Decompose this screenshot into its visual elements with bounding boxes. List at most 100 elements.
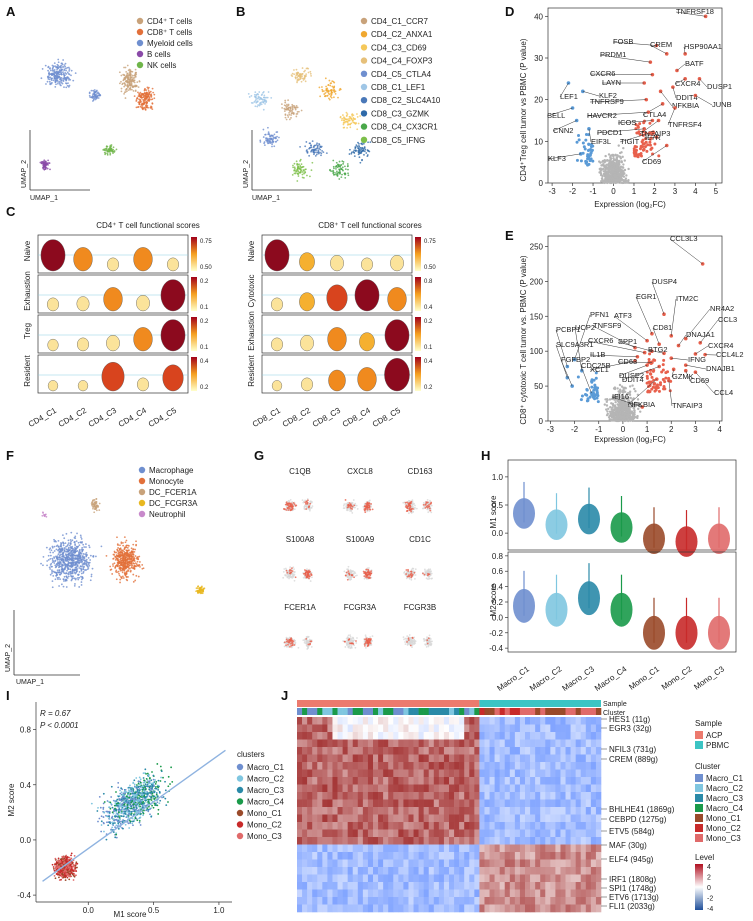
umap-point — [133, 565, 135, 568]
umap-point — [47, 77, 50, 80]
feature-point — [421, 507, 424, 510]
volcano-point — [606, 410, 609, 413]
umap-point — [268, 137, 271, 140]
umap-point — [53, 556, 55, 558]
row-label-left: Treg — [23, 323, 32, 339]
umap-point — [289, 106, 292, 109]
umap-point — [265, 96, 268, 99]
umap-point — [324, 77, 327, 80]
volcano-point-up — [645, 374, 649, 378]
volcano-point — [617, 155, 621, 158]
umap-point — [131, 564, 134, 567]
volcano-point-up — [653, 382, 657, 386]
umap-point — [337, 96, 339, 99]
label-leader — [699, 78, 708, 88]
umap-point — [126, 72, 129, 75]
umap-point — [201, 592, 204, 595]
umap-point — [85, 562, 88, 565]
volcano-point — [613, 163, 616, 166]
umap-point — [88, 94, 91, 97]
umap-point — [69, 570, 72, 573]
umap-point — [89, 96, 92, 99]
umap-point — [95, 90, 98, 93]
umap-point — [95, 93, 97, 96]
umap-point — [310, 149, 313, 152]
umap-point — [68, 69, 71, 72]
volcano-point — [600, 177, 604, 180]
gene-label: SLC9A3R1 — [556, 340, 594, 349]
volcano-point-up — [646, 390, 650, 394]
umap-point — [74, 548, 77, 551]
umap-point — [136, 97, 139, 100]
volcano-point — [622, 170, 625, 173]
y-tick-label: 30 — [534, 54, 543, 63]
umap-point — [347, 168, 349, 171]
volcano-point — [617, 174, 621, 178]
volcano-point — [619, 415, 622, 419]
umap-point — [80, 568, 83, 571]
umap-point — [83, 546, 86, 548]
umap-point — [105, 145, 108, 148]
x-tick-label: -3 — [547, 425, 555, 434]
volcano-point-up — [639, 151, 643, 155]
legend-f-swatch — [138, 488, 146, 496]
feature-point — [355, 504, 358, 507]
umap-point — [352, 114, 355, 117]
umap-point — [316, 145, 319, 148]
umap-point — [74, 568, 76, 571]
label-leader — [589, 99, 647, 103]
umap-point — [291, 173, 294, 176]
x-tick-label-left: CD4_C3 — [87, 406, 119, 429]
umap-point — [313, 149, 315, 151]
umap-point — [144, 105, 147, 107]
feature-gene-label: C1QB — [289, 467, 311, 476]
umap-point — [288, 118, 291, 121]
umap-point — [354, 147, 357, 150]
umap-point — [363, 153, 365, 156]
label-leader — [639, 120, 659, 135]
umap-point — [267, 91, 270, 93]
volcano-point — [614, 416, 617, 419]
row-label-right: Naive — [247, 240, 256, 261]
volcano-point — [620, 160, 623, 163]
umap-point — [275, 131, 278, 133]
umap-point — [358, 152, 361, 155]
y-tick-label: 10 — [534, 137, 543, 146]
volcano-point-up — [663, 380, 667, 384]
umap-point — [40, 160, 43, 163]
umap-point — [49, 557, 52, 560]
umap-point — [57, 558, 59, 561]
gene-label: IFNG — [688, 355, 706, 364]
gene-label: LEF1 — [560, 92, 578, 101]
umap-point — [296, 166, 299, 169]
colorbar-tick: 0.2 — [200, 279, 209, 285]
volcano-point — [618, 169, 622, 173]
umap-point — [355, 122, 358, 125]
panel-f-x-label: UMAP_1 — [16, 679, 44, 686]
volcano-point — [607, 175, 611, 178]
umap-point — [59, 561, 62, 563]
umap-point — [121, 569, 123, 572]
umap-point — [151, 87, 154, 90]
umap-point — [146, 86, 149, 89]
umap-point — [138, 561, 141, 563]
volcano-point — [632, 417, 636, 420]
feature-point-expressed — [304, 502, 307, 505]
volcano-point-up — [642, 142, 646, 146]
umap-point — [284, 116, 287, 119]
umap-point — [47, 69, 49, 72]
gene-label: TNFRSF4 — [668, 120, 702, 129]
umap-point — [67, 539, 70, 542]
umap-point — [287, 106, 290, 109]
feature-point-expressed — [290, 505, 293, 508]
x-tick-label: 4 — [717, 425, 722, 434]
umap-point — [328, 93, 331, 96]
colorbar-tick: 0.2 — [200, 319, 209, 325]
umap-point — [67, 82, 69, 85]
volcano-point-up — [639, 144, 643, 148]
row-label-right: Resident — [247, 354, 256, 386]
umap-point — [56, 569, 59, 572]
umap-point — [263, 94, 266, 97]
umap-point — [123, 74, 126, 77]
gene-label: HAVCR2 — [587, 111, 617, 120]
